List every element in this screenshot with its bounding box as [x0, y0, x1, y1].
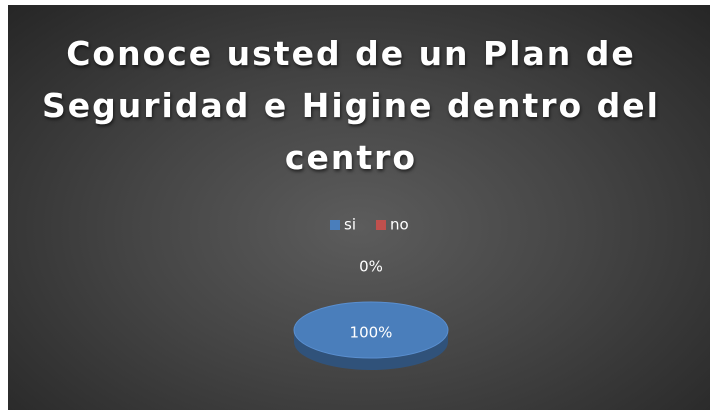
legend-label: no: [390, 216, 409, 234]
data-label: 100%: [350, 324, 393, 342]
pie-slice: [293, 301, 449, 359]
data-label: 0%: [359, 258, 383, 276]
legend-swatch: [375, 220, 386, 230]
legend-swatch: [330, 220, 340, 230]
pie-side: [294, 330, 448, 370]
chart-title: Conoce usted de un Plan de Seguridad e H…: [42, 34, 660, 177]
legend-label: si: [344, 216, 356, 234]
